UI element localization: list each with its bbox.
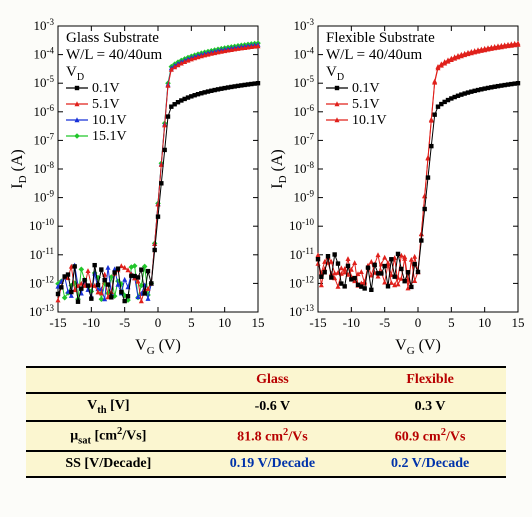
table-row: Vth [V]-0.6 V0.3 V bbox=[26, 393, 506, 421]
svg-text:5.1V: 5.1V bbox=[352, 97, 380, 112]
svg-text:10.1V: 10.1V bbox=[92, 113, 127, 128]
row-value: 81.8 cm2/Vs bbox=[191, 421, 355, 451]
svg-text:10-8: 10-8 bbox=[294, 160, 315, 176]
svg-text:10-8: 10-8 bbox=[34, 160, 55, 176]
svg-text:-15: -15 bbox=[309, 315, 326, 330]
row-label: Vth [V] bbox=[26, 393, 191, 421]
svg-text:10-6: 10-6 bbox=[34, 103, 55, 119]
param-table-wrap: Glass Flexible Vth [V]-0.6 V0.3 Vμsat [c… bbox=[0, 360, 532, 494]
svg-text:10-10: 10-10 bbox=[29, 217, 54, 233]
svg-text:10-6: 10-6 bbox=[294, 103, 315, 119]
table-header-glass: Glass bbox=[191, 367, 355, 393]
svg-text:10-5: 10-5 bbox=[294, 74, 315, 90]
svg-text:Flexible Substrate: Flexible Substrate bbox=[326, 30, 435, 46]
svg-text:10-7: 10-7 bbox=[34, 131, 55, 147]
svg-text:0: 0 bbox=[415, 315, 422, 330]
table-header-row: Glass Flexible bbox=[26, 367, 506, 393]
row-label: SS [V/Decade] bbox=[26, 451, 191, 477]
svg-text:10-9: 10-9 bbox=[294, 189, 315, 205]
svg-text:VG (V): VG (V) bbox=[395, 337, 441, 356]
svg-text:Glass Substrate: Glass Substrate bbox=[66, 30, 159, 46]
row-value: -0.6 V bbox=[191, 393, 355, 421]
svg-text:15: 15 bbox=[252, 315, 265, 330]
svg-text:W/L = 40/40um: W/L = 40/40um bbox=[326, 47, 423, 63]
svg-text:10: 10 bbox=[478, 315, 491, 330]
param-table: Glass Flexible Vth [V]-0.6 V0.3 Vμsat [c… bbox=[26, 366, 506, 478]
svg-text:10-11: 10-11 bbox=[289, 246, 314, 262]
svg-text:0: 0 bbox=[155, 315, 162, 330]
svg-text:10-10: 10-10 bbox=[289, 217, 314, 233]
svg-text:10-3: 10-3 bbox=[34, 17, 55, 33]
svg-text:ID (A): ID (A) bbox=[269, 149, 289, 189]
svg-text:10-12: 10-12 bbox=[29, 274, 54, 290]
svg-text:-5: -5 bbox=[379, 315, 390, 330]
svg-text:15: 15 bbox=[512, 315, 525, 330]
row-label: μsat [cm2/Vs] bbox=[26, 421, 191, 451]
svg-text:-15: -15 bbox=[49, 315, 66, 330]
svg-text:10: 10 bbox=[218, 315, 231, 330]
svg-text:5.1V: 5.1V bbox=[92, 97, 120, 112]
row-value: 0.3 V bbox=[354, 393, 506, 421]
row-value: 0.2 V/Decade bbox=[354, 451, 506, 477]
svg-text:ID (A): ID (A) bbox=[9, 149, 29, 189]
svg-text:-10: -10 bbox=[83, 315, 100, 330]
svg-text:10-7: 10-7 bbox=[294, 131, 315, 147]
svg-text:10-3: 10-3 bbox=[294, 17, 315, 33]
row-value: 60.9 cm2/Vs bbox=[354, 421, 506, 451]
svg-text:15.1V: 15.1V bbox=[92, 129, 127, 144]
svg-text:10-5: 10-5 bbox=[34, 74, 55, 90]
svg-text:10-11: 10-11 bbox=[29, 246, 54, 262]
svg-text:-10: -10 bbox=[343, 315, 360, 330]
svg-text:W/L = 40/40um: W/L = 40/40um bbox=[66, 47, 163, 63]
svg-text:5: 5 bbox=[188, 315, 195, 330]
svg-text:-5: -5 bbox=[119, 315, 130, 330]
svg-text:5: 5 bbox=[448, 315, 455, 330]
table-row: μsat [cm2/Vs]81.8 cm2/Vs60.9 cm2/Vs bbox=[26, 421, 506, 451]
svg-text:0.1V: 0.1V bbox=[352, 81, 380, 96]
table-header-empty bbox=[26, 367, 191, 393]
row-value: 0.19 V/Decade bbox=[191, 451, 355, 477]
table-body: Vth [V]-0.6 V0.3 Vμsat [cm2/Vs]81.8 cm2/… bbox=[26, 393, 506, 477]
svg-text:10-9: 10-9 bbox=[34, 189, 55, 205]
svg-text:VG (V): VG (V) bbox=[135, 337, 181, 356]
chart-flexible: -15-10-505101510-1310-1210-1110-1010-910… bbox=[268, 16, 524, 356]
charts-row: -15-10-505101510-1310-1210-1110-1010-910… bbox=[0, 0, 532, 360]
table-header-flex: Flexible bbox=[354, 367, 506, 393]
svg-text:10.1V: 10.1V bbox=[352, 113, 387, 128]
table-row: SS [V/Decade]0.19 V/Decade0.2 V/Decade bbox=[26, 451, 506, 477]
svg-text:10-4: 10-4 bbox=[294, 46, 315, 62]
svg-text:10-4: 10-4 bbox=[34, 46, 55, 62]
svg-text:10-12: 10-12 bbox=[289, 274, 314, 290]
svg-text:0.1V: 0.1V bbox=[92, 81, 120, 96]
chart-glass: -15-10-505101510-1310-1210-1110-1010-910… bbox=[8, 16, 264, 356]
